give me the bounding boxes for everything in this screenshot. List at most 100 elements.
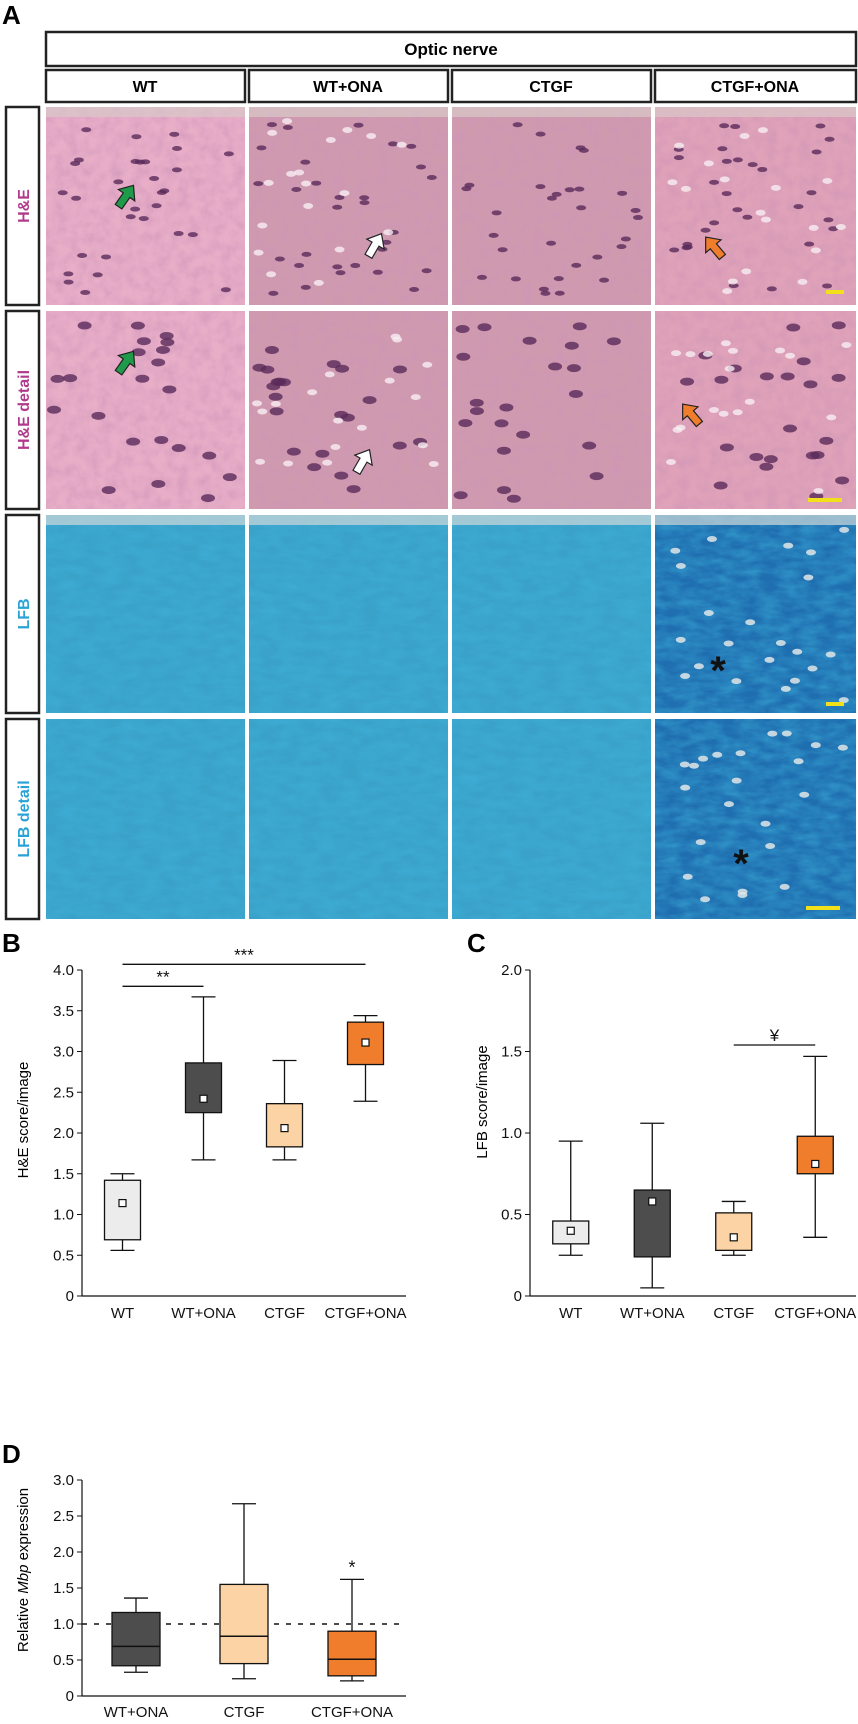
vacuole (333, 417, 344, 424)
vacuole (781, 730, 792, 737)
nucleus (372, 269, 383, 275)
nucleus (592, 254, 603, 260)
nucleus (113, 179, 124, 185)
nucleus (81, 127, 92, 133)
micrograph-edge (655, 515, 856, 525)
micrograph-texture (46, 515, 245, 713)
y-tick-label: 4.0 (53, 962, 74, 979)
scale-bar (826, 702, 844, 706)
nucleus (126, 437, 141, 446)
vacuole (783, 542, 794, 549)
nucleus (599, 277, 610, 283)
y-tick-label: 1.5 (53, 1166, 74, 1183)
nucleus (220, 287, 231, 293)
x-tick-label: CTGF+ONA (311, 1704, 393, 1721)
vacuole (807, 665, 818, 672)
column-headers: WT WT+ONA CTGF CTGF+ONA (44, 68, 858, 104)
nucleus (91, 411, 106, 420)
nucleus (732, 157, 743, 163)
y-tick-label: 1.5 (53, 1580, 74, 1597)
nucleus (783, 424, 798, 433)
vacuole (727, 347, 738, 354)
nucleus (548, 362, 563, 371)
nucleus (680, 377, 695, 386)
nucleus (300, 284, 311, 290)
nucleus (332, 264, 343, 270)
nucleus (294, 263, 305, 269)
vacuole (737, 892, 748, 899)
nucleus (717, 146, 728, 152)
significance-label: *** (234, 945, 254, 964)
nucleus (455, 325, 470, 334)
x-tick-label: CTGF+ONA (774, 1305, 856, 1322)
nucleus (810, 451, 825, 460)
header-box (44, 30, 858, 68)
nucleus (742, 214, 753, 220)
nucleus (130, 321, 145, 330)
nucleus (477, 323, 492, 332)
vacuole (680, 784, 691, 791)
mean-marker (199, 1094, 208, 1103)
y-tick-label: 0 (66, 1288, 74, 1305)
nucleus (747, 162, 758, 168)
nucleus (47, 405, 62, 414)
vacuole (383, 229, 394, 236)
nucleus (155, 345, 170, 354)
vacuole (342, 127, 353, 134)
vacuole (745, 619, 756, 626)
vacuole (839, 526, 850, 533)
row-labels: H&E H&E detail LFB LFB detail (4, 105, 41, 921)
green-arrow-icon-shape (114, 350, 136, 376)
micrograph-texture (46, 107, 245, 305)
vacuole (826, 414, 837, 421)
y-tick-label: 0 (66, 1688, 74, 1705)
vacuole (755, 209, 766, 216)
nucleus (763, 455, 778, 464)
nucleus (131, 348, 146, 357)
nucleus (477, 274, 488, 280)
nucleus (151, 358, 166, 367)
y-tick-label: 1.5 (501, 1044, 522, 1061)
y-tick-label: 3.0 (53, 1044, 74, 1061)
micrograph-texture (655, 515, 856, 713)
nucleus (346, 485, 361, 494)
vacuole (837, 744, 848, 751)
box-ctgf (219, 1583, 269, 1665)
vacuole (732, 409, 743, 416)
nucleus (749, 452, 764, 461)
vacuole (739, 132, 750, 139)
orange-arrow-icon-shape (682, 403, 704, 428)
nucleus (535, 131, 546, 137)
vacuole (767, 730, 778, 737)
nucleus (335, 270, 346, 276)
nucleus (350, 263, 361, 269)
nucleus (496, 446, 511, 455)
nucleus (63, 374, 78, 383)
panel-c: C LFB score/image 0 0.5 1.0 1.5 2.0 WT WT+ONA C… (467, 928, 856, 1322)
vacuole (255, 458, 266, 465)
vacuole (731, 678, 742, 685)
y-tick-label: 2.0 (501, 962, 522, 979)
vacuole (731, 777, 742, 784)
scale-bar (808, 498, 842, 502)
y-tick-label: 2.0 (53, 1125, 74, 1142)
nucleus (757, 167, 768, 173)
vacuole (325, 136, 336, 143)
vacuole (700, 896, 711, 903)
y-tick-label: 0.5 (501, 1207, 522, 1224)
nucleus (803, 380, 818, 389)
column-header-box (44, 68, 247, 104)
vacuole (838, 697, 849, 704)
column-header-box (450, 68, 653, 104)
nucleus (270, 378, 285, 387)
nucleus (491, 210, 502, 216)
x-tick-label: CTGF+ONA (324, 1305, 406, 1322)
micrograph-texture (452, 719, 651, 919)
vacuole (722, 288, 733, 295)
nucleus (566, 364, 581, 373)
y-tick-label: 3.5 (53, 1003, 74, 1020)
vacuole (813, 487, 824, 494)
chart-b-plot: 0 0.5 1.0 1.5 2.0 2.5 3.0 3.5 4.0 WT WT+ONA CTGF CTG… (53, 945, 406, 1322)
nucleus (620, 236, 631, 242)
